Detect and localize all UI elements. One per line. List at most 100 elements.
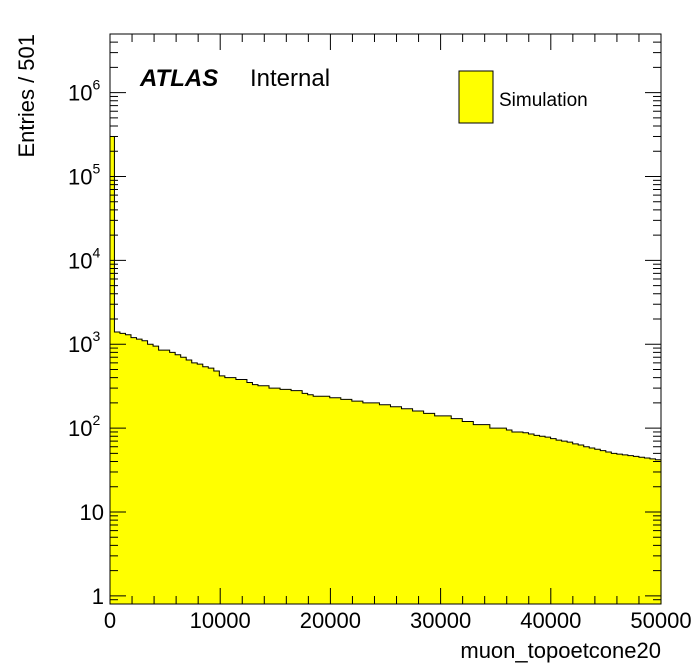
- x-tick-label: 0: [104, 608, 116, 633]
- histogram-bar: [186, 359, 193, 604]
- histogram-bars: [110, 136, 662, 605]
- histogram-bar: [252, 384, 259, 604]
- histogram-bar: [412, 411, 419, 604]
- histogram-bar: [407, 408, 414, 604]
- histogram-bar: [213, 370, 220, 604]
- histogram-bar: [119, 333, 127, 604]
- histogram-bar: [175, 354, 182, 604]
- histogram-bar: [550, 438, 557, 604]
- histogram-bar: [208, 368, 215, 604]
- x-tick-labels: 0 10000 20000 30000 40000 50000: [104, 608, 692, 633]
- x-tick-label: 30000: [410, 608, 471, 633]
- histogram-bar: [318, 396, 325, 604]
- histogram-bar: [351, 401, 358, 604]
- histogram-bar: [169, 352, 176, 604]
- histogram-bar: [600, 450, 607, 604]
- histogram-bar: [489, 428, 496, 604]
- histogram-bar: [434, 415, 441, 604]
- histogram-bar: [478, 424, 485, 604]
- histogram-bar: [517, 431, 524, 604]
- y-tick-label: 102: [68, 412, 100, 441]
- histogram-bar: [158, 350, 165, 604]
- y-tick-label: 10: [80, 500, 104, 525]
- histogram-bar: [280, 389, 287, 604]
- histogram-bar: [269, 388, 276, 604]
- histogram-bar: [346, 399, 353, 604]
- histogram-bar: [534, 435, 541, 604]
- histogram-bar: [246, 382, 254, 604]
- histogram-bar: [467, 421, 474, 604]
- histogram-outline: [110, 135, 661, 461]
- histogram-bar: [302, 393, 309, 604]
- histogram-bar: [418, 411, 425, 604]
- x-tick-label: 20000: [300, 608, 361, 633]
- histogram-bar: [445, 415, 452, 604]
- histogram-bar: [462, 421, 469, 604]
- histogram-bar: [567, 442, 574, 604]
- histogram-bar: [263, 385, 270, 604]
- histogram-bar: [329, 397, 336, 604]
- histogram-bar: [384, 404, 392, 604]
- y-tick-label: 105: [68, 161, 100, 190]
- histogram-bar: [655, 459, 662, 604]
- histogram-bar: [616, 454, 623, 604]
- histogram-bar: [285, 389, 292, 604]
- y-axis-title: Entries / 501: [14, 34, 39, 158]
- histogram-bar: [335, 397, 342, 604]
- histogram-bar: [324, 396, 331, 604]
- histogram-bar: [644, 458, 651, 604]
- histogram-bar: [202, 366, 209, 604]
- histogram-bar: [500, 428, 508, 604]
- y-tick-labels: 1 10 102 103 104 105 106: [68, 77, 104, 609]
- histogram-bar: [125, 334, 132, 604]
- histogram-bar: [373, 402, 381, 604]
- histogram-bar: [164, 350, 171, 604]
- histogram-bar: [440, 415, 447, 604]
- histogram-bar: [627, 455, 634, 604]
- x-tick-label: 10000: [190, 608, 251, 633]
- histogram-bar: [605, 451, 612, 604]
- histogram-bar: [130, 337, 138, 604]
- y-tick-label: 104: [68, 244, 100, 273]
- histogram-bar: [235, 379, 243, 604]
- histogram-bar: [451, 418, 458, 604]
- legend-label: Simulation: [499, 90, 588, 111]
- axis-ticks: [109, 33, 662, 605]
- histogram-bar: [241, 379, 248, 604]
- histogram-bar: [511, 431, 519, 604]
- histogram-bar: [197, 364, 204, 604]
- histogram-bar: [291, 390, 298, 604]
- histogram-bar: [296, 390, 303, 604]
- histogram-bar: [578, 444, 585, 604]
- histogram-bar: [522, 432, 530, 604]
- histogram-bar: [633, 456, 640, 604]
- y-tick-label: 103: [68, 328, 100, 357]
- histogram-bar: [191, 362, 198, 604]
- histogram-bar: [110, 136, 116, 605]
- histogram-bar: [340, 399, 347, 604]
- histogram-bar: [230, 377, 237, 604]
- histogram-bar: [572, 443, 579, 604]
- histogram-bar: [528, 434, 535, 604]
- histogram-bar: [423, 413, 430, 604]
- x-tick-label: 40000: [520, 608, 581, 633]
- x-tick-label: 50000: [630, 608, 691, 633]
- atlas-label: ATLAS: [139, 65, 218, 92]
- y-tick-label: 106: [68, 77, 100, 106]
- histogram-bar: [390, 406, 397, 604]
- histogram-bar: [649, 458, 657, 604]
- histogram-bar: [589, 447, 596, 604]
- legend: Simulation: [458, 70, 588, 124]
- histogram-bar: [545, 437, 552, 604]
- histogram-bar: [313, 396, 320, 604]
- histogram-bar: [611, 453, 618, 604]
- internal-label: Internal: [250, 65, 330, 92]
- histogram-bar: [594, 449, 601, 604]
- histogram-bar: [368, 402, 375, 604]
- histogram-bar: [539, 436, 546, 604]
- x-axis-title: muon_topoetcone20: [460, 638, 661, 663]
- histogram-bar: [362, 402, 369, 604]
- histogram-bar: [401, 408, 408, 604]
- histogram-bar: [429, 413, 436, 604]
